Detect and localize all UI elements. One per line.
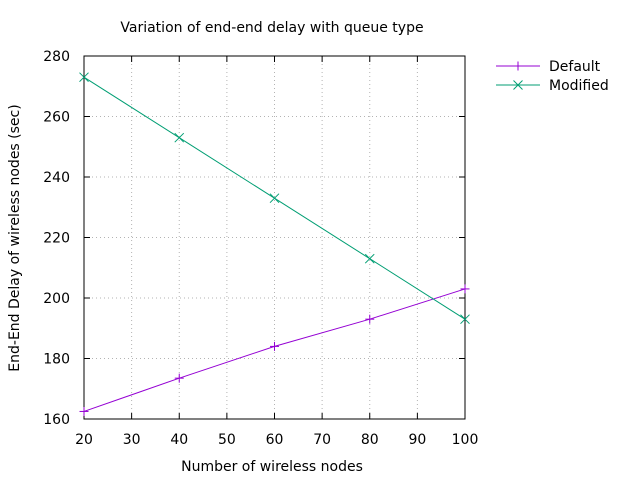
x-tick-label: 30 [123, 432, 141, 448]
y-axis-label: End-End Delay of wireless nodes (sec) [7, 104, 23, 371]
x-tick-label: 100 [452, 432, 479, 448]
y-tick-label: 260 [43, 110, 70, 126]
legend-label-modified: Modified [549, 78, 609, 94]
x-tick-label: 70 [313, 432, 331, 448]
x-tick-label: 80 [361, 432, 379, 448]
data-point-default [174, 373, 184, 383]
y-tick-label: 160 [43, 412, 70, 428]
data-point-default [365, 314, 375, 324]
chart-title: Variation of end-end delay with queue ty… [120, 20, 423, 36]
x-tick-label: 90 [408, 432, 426, 448]
legend-marker-modified [513, 80, 523, 90]
grid [84, 56, 465, 419]
data-point-modified [174, 132, 185, 143]
x-tick-label: 20 [75, 432, 93, 448]
y-tick-label: 200 [43, 291, 70, 307]
data-point-modified [364, 253, 375, 264]
y-tick-label: 280 [43, 49, 70, 65]
x-tick-label: 60 [266, 432, 284, 448]
data-point-default [270, 341, 279, 351]
data-point-default [79, 406, 89, 416]
legend: Default Modified [496, 59, 609, 94]
y-tick-label: 180 [43, 352, 70, 368]
data-point-modified [460, 314, 470, 325]
legend-marker-default [513, 61, 523, 71]
y-tick-label: 220 [43, 231, 70, 247]
x-tick-label: 50 [218, 432, 236, 448]
legend-label-default: Default [549, 59, 601, 75]
ticks: 20 30 40 50 60 70 80 90 100 160 180 200 220 240 260 280 [43, 49, 478, 448]
data-point-default [460, 284, 470, 294]
x-axis-label: Number of wireless nodes [181, 459, 363, 475]
x-tick-label: 40 [170, 432, 188, 448]
data-point-modified [79, 72, 89, 83]
y-tick-label: 240 [43, 170, 70, 186]
series [79, 72, 470, 416]
data-point-modified [269, 193, 280, 204]
